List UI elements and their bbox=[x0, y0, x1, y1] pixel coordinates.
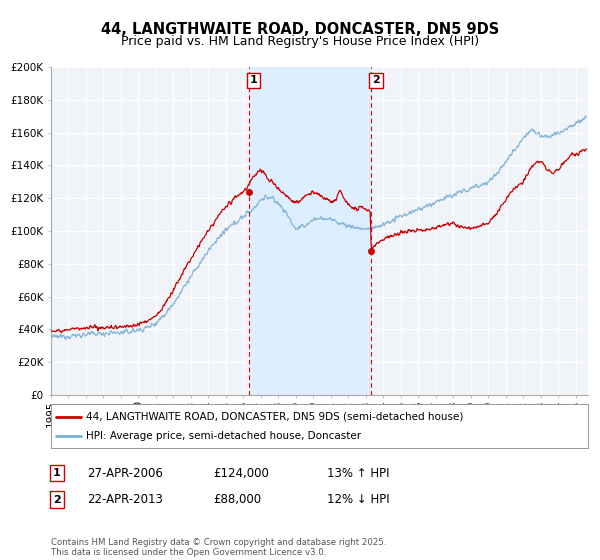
Text: 13% ↑ HPI: 13% ↑ HPI bbox=[327, 466, 389, 480]
Text: 44, LANGTHWAITE ROAD, DONCASTER, DN5 9DS (semi-detached house): 44, LANGTHWAITE ROAD, DONCASTER, DN5 9DS… bbox=[86, 412, 463, 422]
Text: 27-APR-2006: 27-APR-2006 bbox=[87, 466, 163, 480]
Text: 2: 2 bbox=[372, 76, 380, 85]
Bar bbox=[249, 67, 371, 395]
Text: £124,000: £124,000 bbox=[213, 466, 269, 480]
Text: 1: 1 bbox=[53, 468, 61, 478]
Text: 2: 2 bbox=[53, 494, 61, 505]
Text: 12% ↓ HPI: 12% ↓ HPI bbox=[327, 493, 389, 506]
Text: 22-APR-2013: 22-APR-2013 bbox=[87, 493, 163, 506]
Text: Price paid vs. HM Land Registry's House Price Index (HPI): Price paid vs. HM Land Registry's House … bbox=[121, 35, 479, 48]
Text: Contains HM Land Registry data © Crown copyright and database right 2025.
This d: Contains HM Land Registry data © Crown c… bbox=[51, 538, 386, 557]
Text: HPI: Average price, semi-detached house, Doncaster: HPI: Average price, semi-detached house,… bbox=[86, 431, 361, 441]
Text: 1: 1 bbox=[250, 76, 257, 85]
Text: 44, LANGTHWAITE ROAD, DONCASTER, DN5 9DS: 44, LANGTHWAITE ROAD, DONCASTER, DN5 9DS bbox=[101, 22, 499, 38]
Text: £88,000: £88,000 bbox=[213, 493, 261, 506]
